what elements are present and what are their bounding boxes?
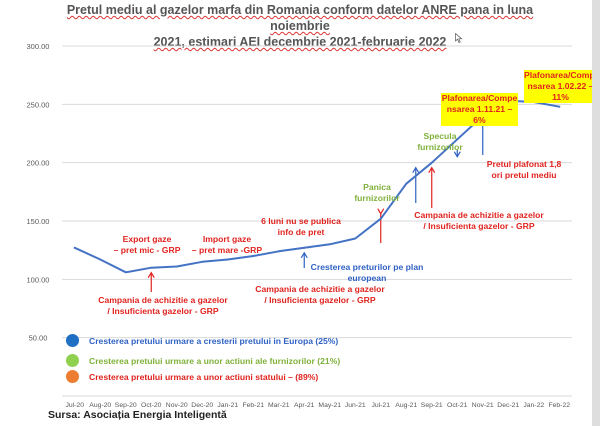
x-tick-label: Nov-21 [472,402,494,409]
x-tick-label: Jan-21 [217,402,238,409]
y-tick-label: 300.00 [27,42,50,51]
annotation-europe: Cresterea preturilor pe plan european [310,262,424,283]
legend-text-stat: Cresterea pretului urmare a unor actiuni… [89,371,319,382]
x-tick-label: May-21 [318,402,341,409]
mouse-cursor-icon [455,33,463,43]
y-tick-label: 100.00 [27,275,50,284]
x-tick-label: Oct-21 [447,402,468,409]
arrow-panica-head [412,166,420,173]
annotation-plafonare-1: Plafonarea/Compe nsarea 1.11.21 – 6% [441,93,518,126]
x-tick-label: Jun-21 [345,402,366,409]
x-tick-label: Jul-21 [371,402,390,409]
x-tick-label: Sep-21 [421,402,443,409]
x-tick-label: Dec-21 [497,402,519,409]
legend-item-europe: Cresterea pretului urmare a cresterii pr… [66,334,338,347]
data-point [405,182,408,185]
x-tick-label: Dec-20 [191,402,213,409]
data-point [354,237,357,240]
y-tick-label: 200.00 [27,159,50,168]
y-tick-label: 150.00 [27,217,50,226]
x-tick-label: Feb-22 [548,402,570,409]
x-tick-label: Oct-20 [141,402,162,409]
annotation-plafonat: Pretul plafonat 1,8 ori pretul mediu [486,159,562,180]
arrow-six-months-head [377,208,385,215]
data-point [201,260,204,263]
data-point [150,266,153,269]
window-edge [592,0,600,426]
x-axis-ticks: Jul-20 Aug-20 Sep-20 Oct-20 Nov-20 Dec-20 Jan-… [65,402,570,409]
annotation-import: Import gaze – pret mare -GRP [191,234,263,255]
data-point [379,217,382,220]
legend-item-stat: Cresterea pretului urmare a unor actiuni… [66,370,318,383]
legend-dot-blue [66,334,79,347]
x-tick-label: Mar-21 [268,402,290,409]
annotation-specula: Specula furnizorilor [417,131,463,152]
data-point [456,138,459,141]
x-tick-label: Apr-21 [294,402,315,409]
x-tick-label: Aug-20 [89,402,111,409]
annotation-six-months: 6 luni nu se publica info de pret [261,216,341,237]
legend-item-furnizori: Cresterea pretului urmare a unor actiuni… [66,354,340,367]
legend-dot-green [66,354,79,367]
arrow-specula-head [453,151,461,158]
annotation-export: Export gaze – pret mic - GRP [113,234,181,255]
legend-text-furnizori: Cresterea pretului urmare a unor actiuni… [89,355,341,366]
source-note: Sursa: Asociația Energia Inteligentă [48,409,227,421]
annotation-campaign-high: Campania de achizitie a gazelor / Insufi… [414,210,544,231]
arrow-campaign-low-head [147,271,155,278]
x-tick-label: Jan-22 [523,402,544,409]
data-point [328,243,331,246]
legend-dot-orange [66,370,79,383]
data-point [303,246,306,249]
title-line-1: Pretul mediu al gazelor marfa din Romani… [66,3,534,33]
x-tick-label: Jul-20 [65,402,84,409]
annotation-campaign-mid: Campania de achizitie a gazelor / Insufi… [255,284,385,305]
arrow-campaign-high-head [428,166,436,173]
data-point [99,258,102,261]
x-tick-label: Nov-20 [166,402,188,409]
data-point [175,265,178,268]
x-tick-label: Feb-21 [242,402,264,409]
x-tick-label: Aug-21 [395,402,417,409]
arrow-europe-head [300,251,308,259]
data-point [124,271,127,274]
y-tick-label: 250.00 [27,100,50,109]
data-point [430,161,433,164]
x-tick-label: Sep-20 [115,402,137,409]
annotation-arrows [147,119,487,292]
y-tick-label: 50.00 [29,334,48,343]
data-point [73,246,76,249]
annotation-plafonare-2: Plafonarea/Compe nsarea 1.02.22 – 11% [524,70,600,103]
legend-text-europe: Cresterea pretului urmare a cresterii pr… [89,335,339,346]
data-point [277,250,280,253]
y-axis-ticks: 50.00 100.00 150.00 200.00 250.00 300.00 [27,42,50,343]
data-point [226,258,229,261]
data-point [252,255,255,257]
annotation-campaign-low: Campania de achizitie a gazelor / Insufi… [98,295,228,316]
annotation-panica: Panica furnizorilor [354,182,400,203]
data-point [558,105,561,108]
